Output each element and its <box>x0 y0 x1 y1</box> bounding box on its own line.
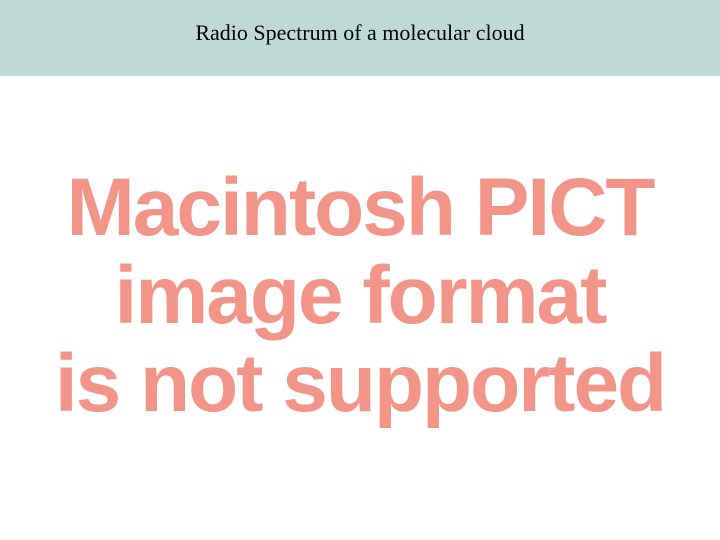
slide-container: Radio Spectrum of a molecular cloud Maci… <box>0 0 720 540</box>
error-line-3: is not supported <box>55 343 665 425</box>
error-message-block: Macintosh PICT image format is not suppo… <box>55 167 665 425</box>
content-area: Macintosh PICT image format is not suppo… <box>0 76 720 540</box>
title-bar: Radio Spectrum of a molecular cloud <box>0 0 720 76</box>
error-line-2: image format <box>115 255 606 337</box>
error-line-1: Macintosh PICT <box>66 167 653 249</box>
slide-title: Radio Spectrum of a molecular cloud <box>195 20 524 46</box>
